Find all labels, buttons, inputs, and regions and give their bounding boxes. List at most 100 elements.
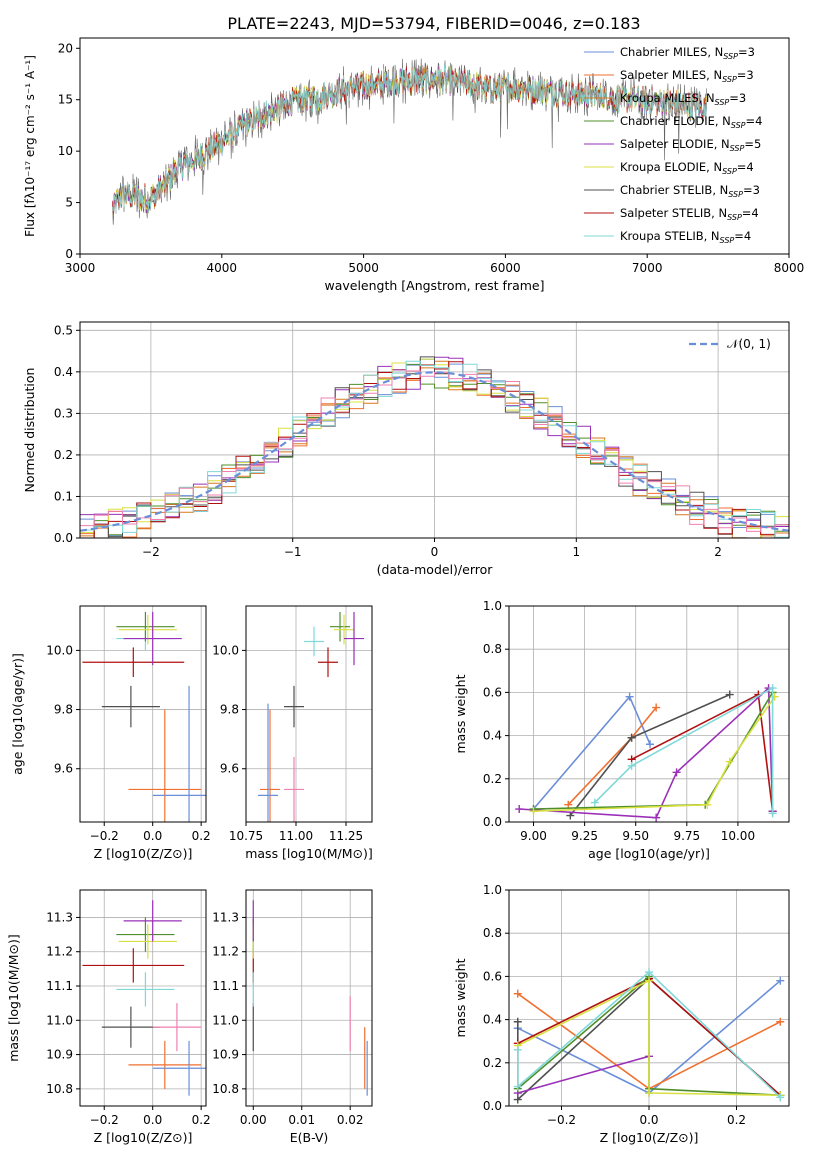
legend-label: Kroupa MILES, NSSP=3 [620, 91, 746, 107]
plot-area [515, 684, 779, 822]
x-tick-label: 9.00 [520, 829, 547, 843]
error-bar-point [330, 611, 350, 642]
plot-area [80, 356, 789, 538]
error-bar-point [82, 948, 185, 983]
error-bar-point [118, 924, 177, 959]
x-tick-label: −0.2 [547, 1113, 576, 1127]
x-tick-label: 6000 [490, 261, 521, 275]
x-tick-label: 2 [714, 545, 722, 559]
histogram-step [80, 370, 789, 532]
weight-point [768, 684, 777, 693]
weight-point [625, 692, 634, 701]
weight-point [768, 809, 777, 818]
axes-frame [245, 605, 373, 823]
y-tick-label: 0.2 [483, 772, 502, 786]
x-tick-label: 0.02 [337, 1113, 364, 1127]
spectrum-line [112, 66, 707, 214]
y-tick-label: 11.1 [46, 979, 73, 993]
y-tick-label: 0.8 [483, 642, 502, 656]
weight-point [513, 1017, 522, 1026]
weight-point [645, 968, 653, 977]
weight-point [652, 703, 661, 712]
panel-weight_vs_z: −0.2 0.0 0.2 0.0 0.2 0.4 0.6 0.8 1.0 Z [log10(Z/Z… [453, 883, 790, 1145]
x-tick-label: −0.2 [90, 829, 119, 843]
x-tick-label: −1 [284, 545, 302, 559]
y-tick-label: 0.4 [483, 1013, 502, 1027]
y-tick-label: 9.8 [220, 703, 239, 717]
error-bar-point [116, 917, 175, 952]
error-bar-point [123, 900, 182, 942]
panel-spectrum: 3000 4000 5000 6000 7000 8000 0 5 10 15 20 waveleng… [23, 37, 804, 293]
plot-area [82, 900, 206, 1096]
x-tick-label: 4000 [207, 261, 238, 275]
legend-label: Salpeter MILES, NSSP=3 [620, 68, 754, 84]
y-tick-label: 10 [58, 144, 73, 158]
error-bar-point [82, 647, 185, 678]
y-axis-label: Normed distribution [22, 368, 37, 493]
error-bar-point [284, 685, 304, 728]
y-tick-label: 0.6 [483, 969, 502, 983]
y-tick-label: 0.0 [483, 1099, 502, 1113]
error-bar-point [260, 709, 280, 822]
weight-line [517, 971, 781, 1098]
weight-line [594, 686, 774, 814]
y-tick-label: 0.1 [54, 489, 73, 503]
y-tick-label: 20 [58, 41, 73, 55]
spectrum-line [112, 66, 707, 214]
y-tick-label: 0.5 [54, 323, 73, 337]
weight-line [532, 695, 651, 810]
error-bar-point [123, 611, 182, 666]
weight-point [627, 761, 636, 770]
spectrum-line [112, 65, 707, 211]
panel-residuals: −2 −1 0 1 2 0.0 0.1 0.2 0.3 0.4 0.5 (data-model)/er… [22, 321, 790, 577]
plot-area [252, 900, 368, 1096]
panel-weight_vs_age: 9.00 9.25 9.50 9.75 10.00 0.0 0.2 0.4 0.6 0.8 1.0 a… [453, 599, 790, 861]
x-tick-label: 3000 [65, 261, 96, 275]
weight-point [776, 1017, 785, 1026]
weight-point [776, 1093, 785, 1102]
y-tick-label: 11.3 [46, 910, 73, 924]
legend-label: Kroupa ELODIE, NSSP=4 [620, 160, 754, 176]
weight-line [533, 696, 776, 812]
y-axis-label: mass [log10(M/M⊙)] [6, 934, 21, 1062]
y-tick-label: 11.2 [212, 945, 239, 959]
plot-area [513, 968, 785, 1104]
y-tick-label: 11.0 [46, 1013, 73, 1027]
y-tick-label: 0.0 [54, 531, 73, 545]
legend-label: Chabrier STELIB, NSSP=3 [620, 183, 760, 199]
y-tick-label: 9.6 [220, 762, 239, 776]
error-bar-point [284, 756, 304, 822]
y-tick-label: 0.4 [54, 365, 73, 379]
weight-point [590, 798, 599, 807]
y-tick-label: 1.0 [483, 599, 502, 613]
y-tick-label: 10.8 [46, 1082, 73, 1096]
error-bar-point [116, 611, 175, 642]
spectrum-line [112, 64, 707, 216]
x-tick-label: 9.25 [571, 829, 598, 843]
panel-mass_vs_z: −0.2 0.0 0.2 10.8 10.9 11.0 11.1 11.2 11.3 Z [log… [6, 889, 211, 1145]
y-tick-label: 11.2 [46, 945, 73, 959]
y-tick-label: 1.0 [483, 883, 502, 897]
x-tick-label: 0 [431, 545, 439, 559]
error-bar-point [152, 1040, 206, 1096]
error-bar-point [334, 614, 354, 645]
y-tick-label: 0.6 [483, 685, 502, 699]
x-tick-label: 0.2 [727, 1113, 746, 1127]
y-tick-label: 10.0 [212, 643, 239, 657]
y-tick-label: 11.1 [212, 979, 239, 993]
error-bar-point [152, 1003, 202, 1052]
weight-point [776, 976, 785, 985]
error-bar-point [152, 685, 206, 822]
weight-point [646, 740, 655, 749]
x-axis-label: Z [log10(Z/Z⊙)] [600, 1130, 699, 1145]
error-bar-point [116, 972, 175, 1007]
error-bar-point [318, 647, 338, 678]
y-tick-label: 10.9 [46, 1048, 73, 1062]
x-tick-label: 0.0 [143, 829, 162, 843]
spectrum-line [112, 66, 707, 211]
axes-frame [245, 889, 373, 1107]
weight-point [513, 1082, 522, 1091]
y-axis-label: mass weight [453, 958, 468, 1037]
x-tick-label: 11.00 [279, 829, 313, 843]
